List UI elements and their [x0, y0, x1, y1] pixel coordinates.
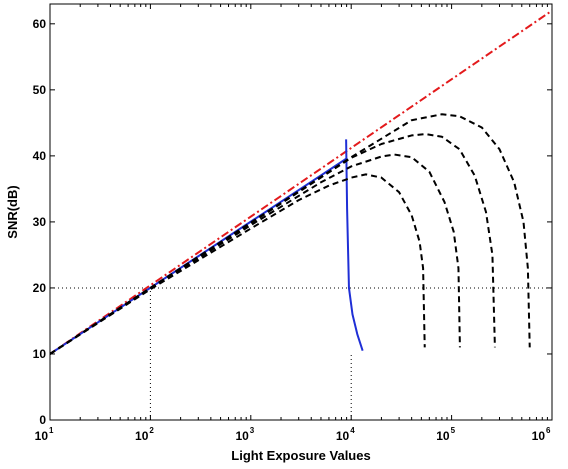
plot-area-frame [49, 3, 553, 421]
x-tick-label-exponent: 5 [451, 426, 456, 435]
x-tick-label-exponent: 1 [49, 426, 54, 435]
series-line-6 [49, 133, 496, 355]
x-tick-label-base: 10 [532, 429, 546, 443]
x-tick-label-exponent: 3 [250, 426, 255, 435]
y-tick-label: 20 [33, 281, 47, 295]
x-tick-label-exponent: 6 [546, 426, 551, 435]
series-layer [49, 9, 553, 355]
y-tick-label: 40 [33, 149, 47, 163]
x-tick-label-base: 10 [235, 429, 249, 443]
x-tick-label-base: 10 [336, 429, 350, 443]
reference-lines [50, 287, 552, 420]
series-line-7 [49, 113, 531, 355]
series-line-5 [49, 153, 461, 355]
x-tick-label-base: 10 [135, 429, 149, 443]
x-tick-label-exponent: 4 [350, 426, 355, 435]
series-line-4 [49, 173, 426, 355]
y-tick-label: 30 [33, 215, 47, 229]
x-tick-label-base: 10 [35, 429, 49, 443]
y-tick-label: 60 [33, 17, 47, 31]
y-tick-label: 10 [33, 347, 47, 361]
series-line-1 [49, 9, 553, 355]
y-tick-label: 0 [39, 413, 46, 427]
series-line-3 [345, 139, 364, 351]
x-tick-label-exponent: 2 [149, 426, 154, 435]
x-tick-label-base: 10 [436, 429, 450, 443]
series-line-2 [49, 157, 348, 355]
y-axis-label: SNR(dB) [5, 185, 20, 238]
x-axis-label: Light Exposure Values [231, 448, 370, 463]
y-tick-label: 50 [33, 83, 47, 97]
